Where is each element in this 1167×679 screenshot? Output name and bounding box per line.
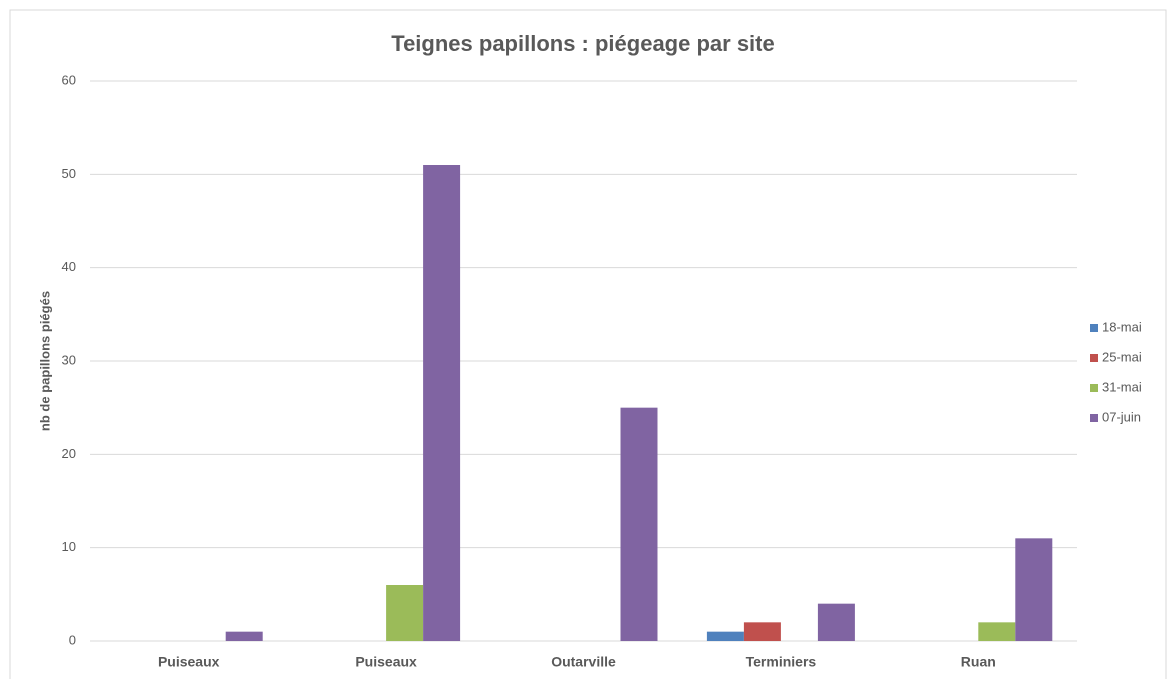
bar: [706, 631, 744, 641]
x-tick-label: Terminiers: [746, 654, 817, 670]
y-tick-label: 10: [62, 539, 76, 554]
x-tick-label: Ruan: [961, 654, 996, 670]
bar: [225, 631, 263, 641]
legend-label: 25-mai: [1102, 349, 1142, 364]
y-tick-label: 60: [62, 72, 76, 87]
bar: [620, 407, 658, 641]
y-tick-label: 0: [69, 632, 76, 647]
y-tick-label: 20: [62, 446, 76, 461]
legend-swatch: [1090, 354, 1098, 362]
chart-title: Teignes papillons : piégeage par site: [391, 31, 774, 56]
legend-label: 31-mai: [1102, 379, 1142, 394]
legend-label: 07-juin: [1102, 409, 1141, 424]
legend-swatch: [1090, 384, 1098, 392]
y-tick-label: 50: [62, 166, 76, 181]
bar: [817, 603, 855, 641]
x-tick-label: Outarville: [551, 654, 616, 670]
y-tick-label: 30: [62, 352, 76, 367]
bar: [978, 622, 1016, 641]
legend-swatch: [1090, 414, 1098, 422]
x-tick-label: Puiseaux: [355, 654, 417, 670]
x-tick-label: Puiseaux: [158, 654, 220, 670]
y-axis-label: nb de papillons piégés: [37, 291, 52, 431]
chart-frame: [9, 9, 1167, 679]
legend-swatch: [1090, 324, 1098, 332]
bar: [386, 585, 424, 641]
legend-label: 18-mai: [1102, 319, 1142, 334]
bar: [743, 622, 781, 641]
bar: [1015, 538, 1053, 641]
y-tick-label: 40: [62, 259, 76, 274]
bar: [423, 165, 461, 641]
